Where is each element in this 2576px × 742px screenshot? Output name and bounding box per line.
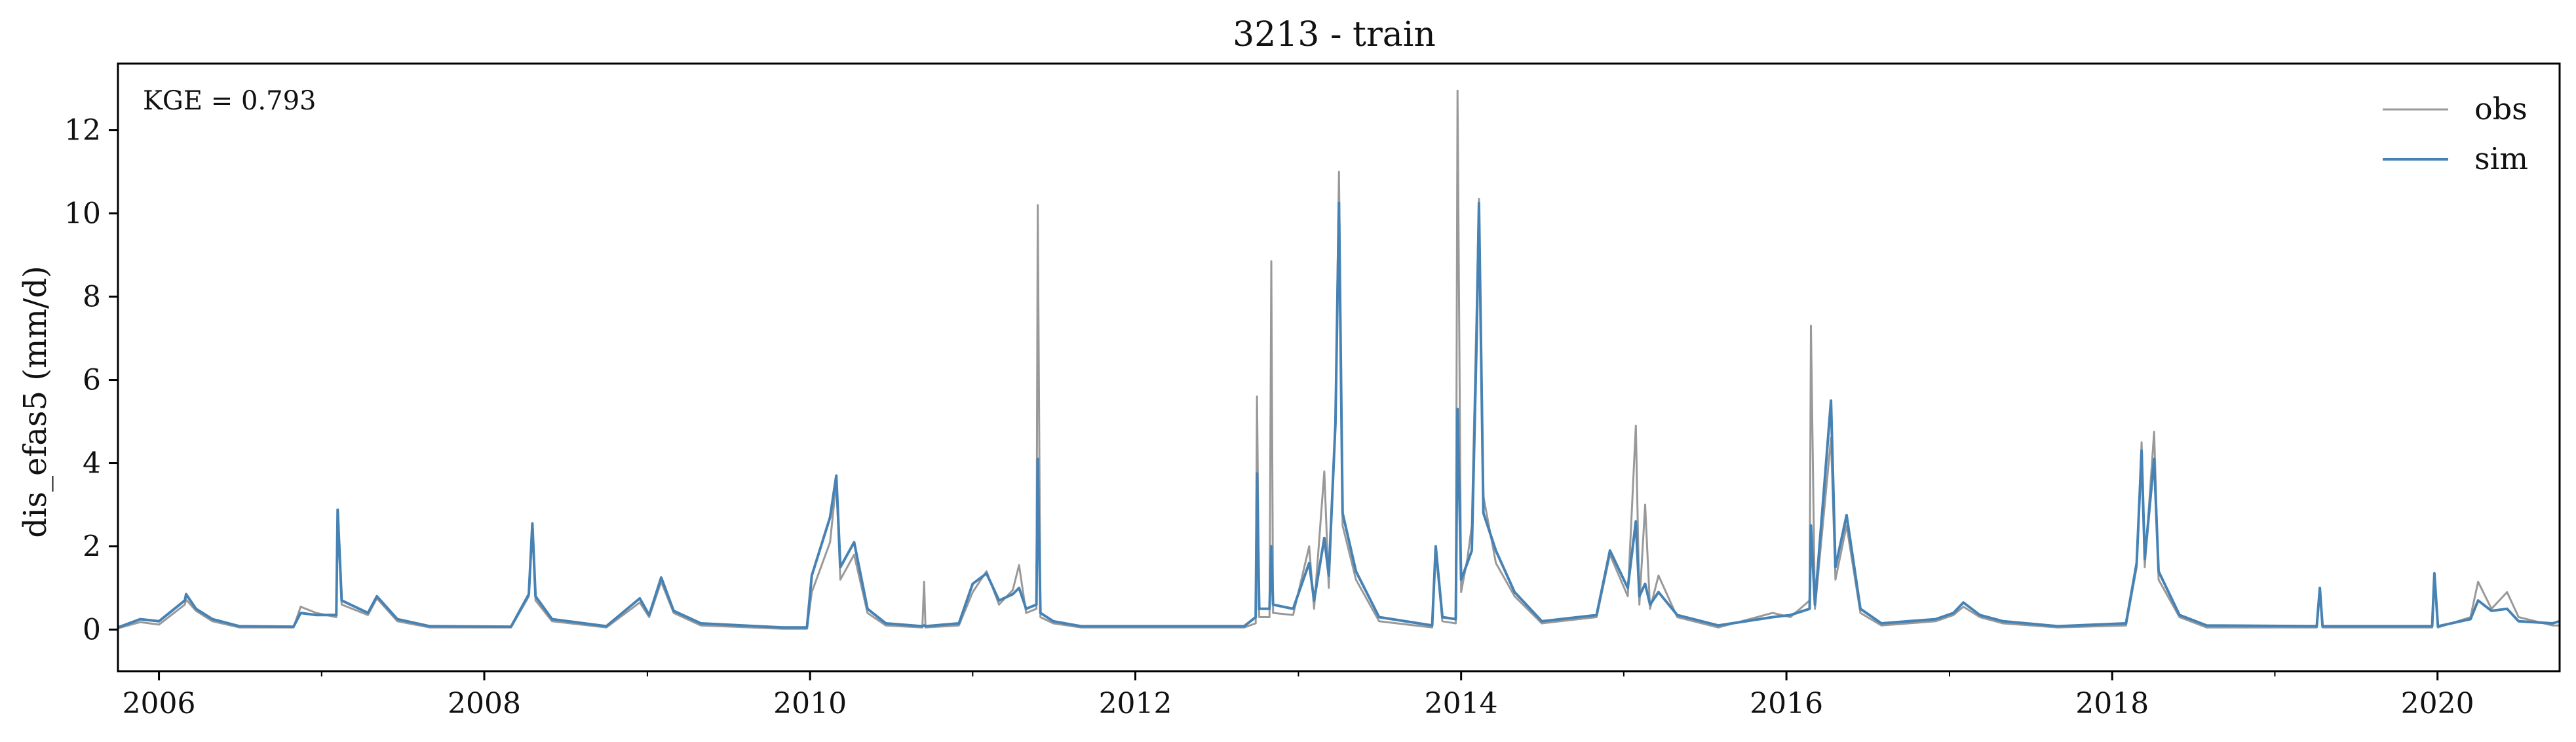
y-tick-label: 8	[83, 281, 101, 314]
y-tick-label: 12	[64, 114, 101, 147]
series-line-sim	[118, 201, 2560, 629]
legend-label-sim: sim	[2474, 141, 2528, 176]
x-tick-label: 2020	[2401, 687, 2474, 720]
plot-area	[118, 89, 2560, 630]
series-layer	[118, 89, 2560, 630]
x-tick-label: 2012	[1099, 687, 1172, 720]
x-tick-label: 2016	[1750, 687, 1823, 720]
y-tick-label: 6	[83, 364, 101, 397]
chart-title: 3213 - train	[1233, 15, 1436, 54]
x-tick-label: 2018	[2075, 687, 2149, 720]
y-tick-label: 4	[83, 447, 101, 480]
x-tick-label: 2014	[1425, 687, 1498, 720]
x-axis-ticks: 2006 2008 2010 2012 2014 2016 2018 2020	[123, 671, 2474, 720]
x-tick-label: 2008	[448, 687, 521, 720]
y-tick-label: 0	[83, 614, 101, 647]
x-tick-label: 2010	[773, 687, 847, 720]
y-axis-ticks: 0 2 4 6 8 10 12	[64, 114, 118, 647]
y-tick-label: 10	[64, 197, 101, 231]
legend: obs sim	[2383, 91, 2528, 176]
plot-frame	[117, 62, 2561, 673]
y-tick-label: 2	[83, 530, 101, 564]
kge-annotation: KGE = 0.793	[143, 86, 317, 116]
x-tick-label: 2006	[123, 687, 196, 720]
legend-label-obs: obs	[2474, 91, 2528, 127]
y-axis-label: dis_efas5 (mm/d)	[17, 265, 54, 537]
